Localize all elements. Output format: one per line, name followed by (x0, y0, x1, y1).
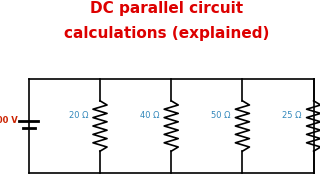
Text: 20 Ω: 20 Ω (69, 111, 88, 120)
Text: 50 Ω: 50 Ω (211, 111, 230, 120)
Text: calculations (explained): calculations (explained) (64, 26, 269, 41)
Text: 40 Ω: 40 Ω (140, 111, 159, 120)
Text: 25 Ω: 25 Ω (282, 111, 302, 120)
Text: 100 V: 100 V (0, 116, 18, 125)
Text: DC parallel circuit: DC parallel circuit (90, 1, 243, 16)
